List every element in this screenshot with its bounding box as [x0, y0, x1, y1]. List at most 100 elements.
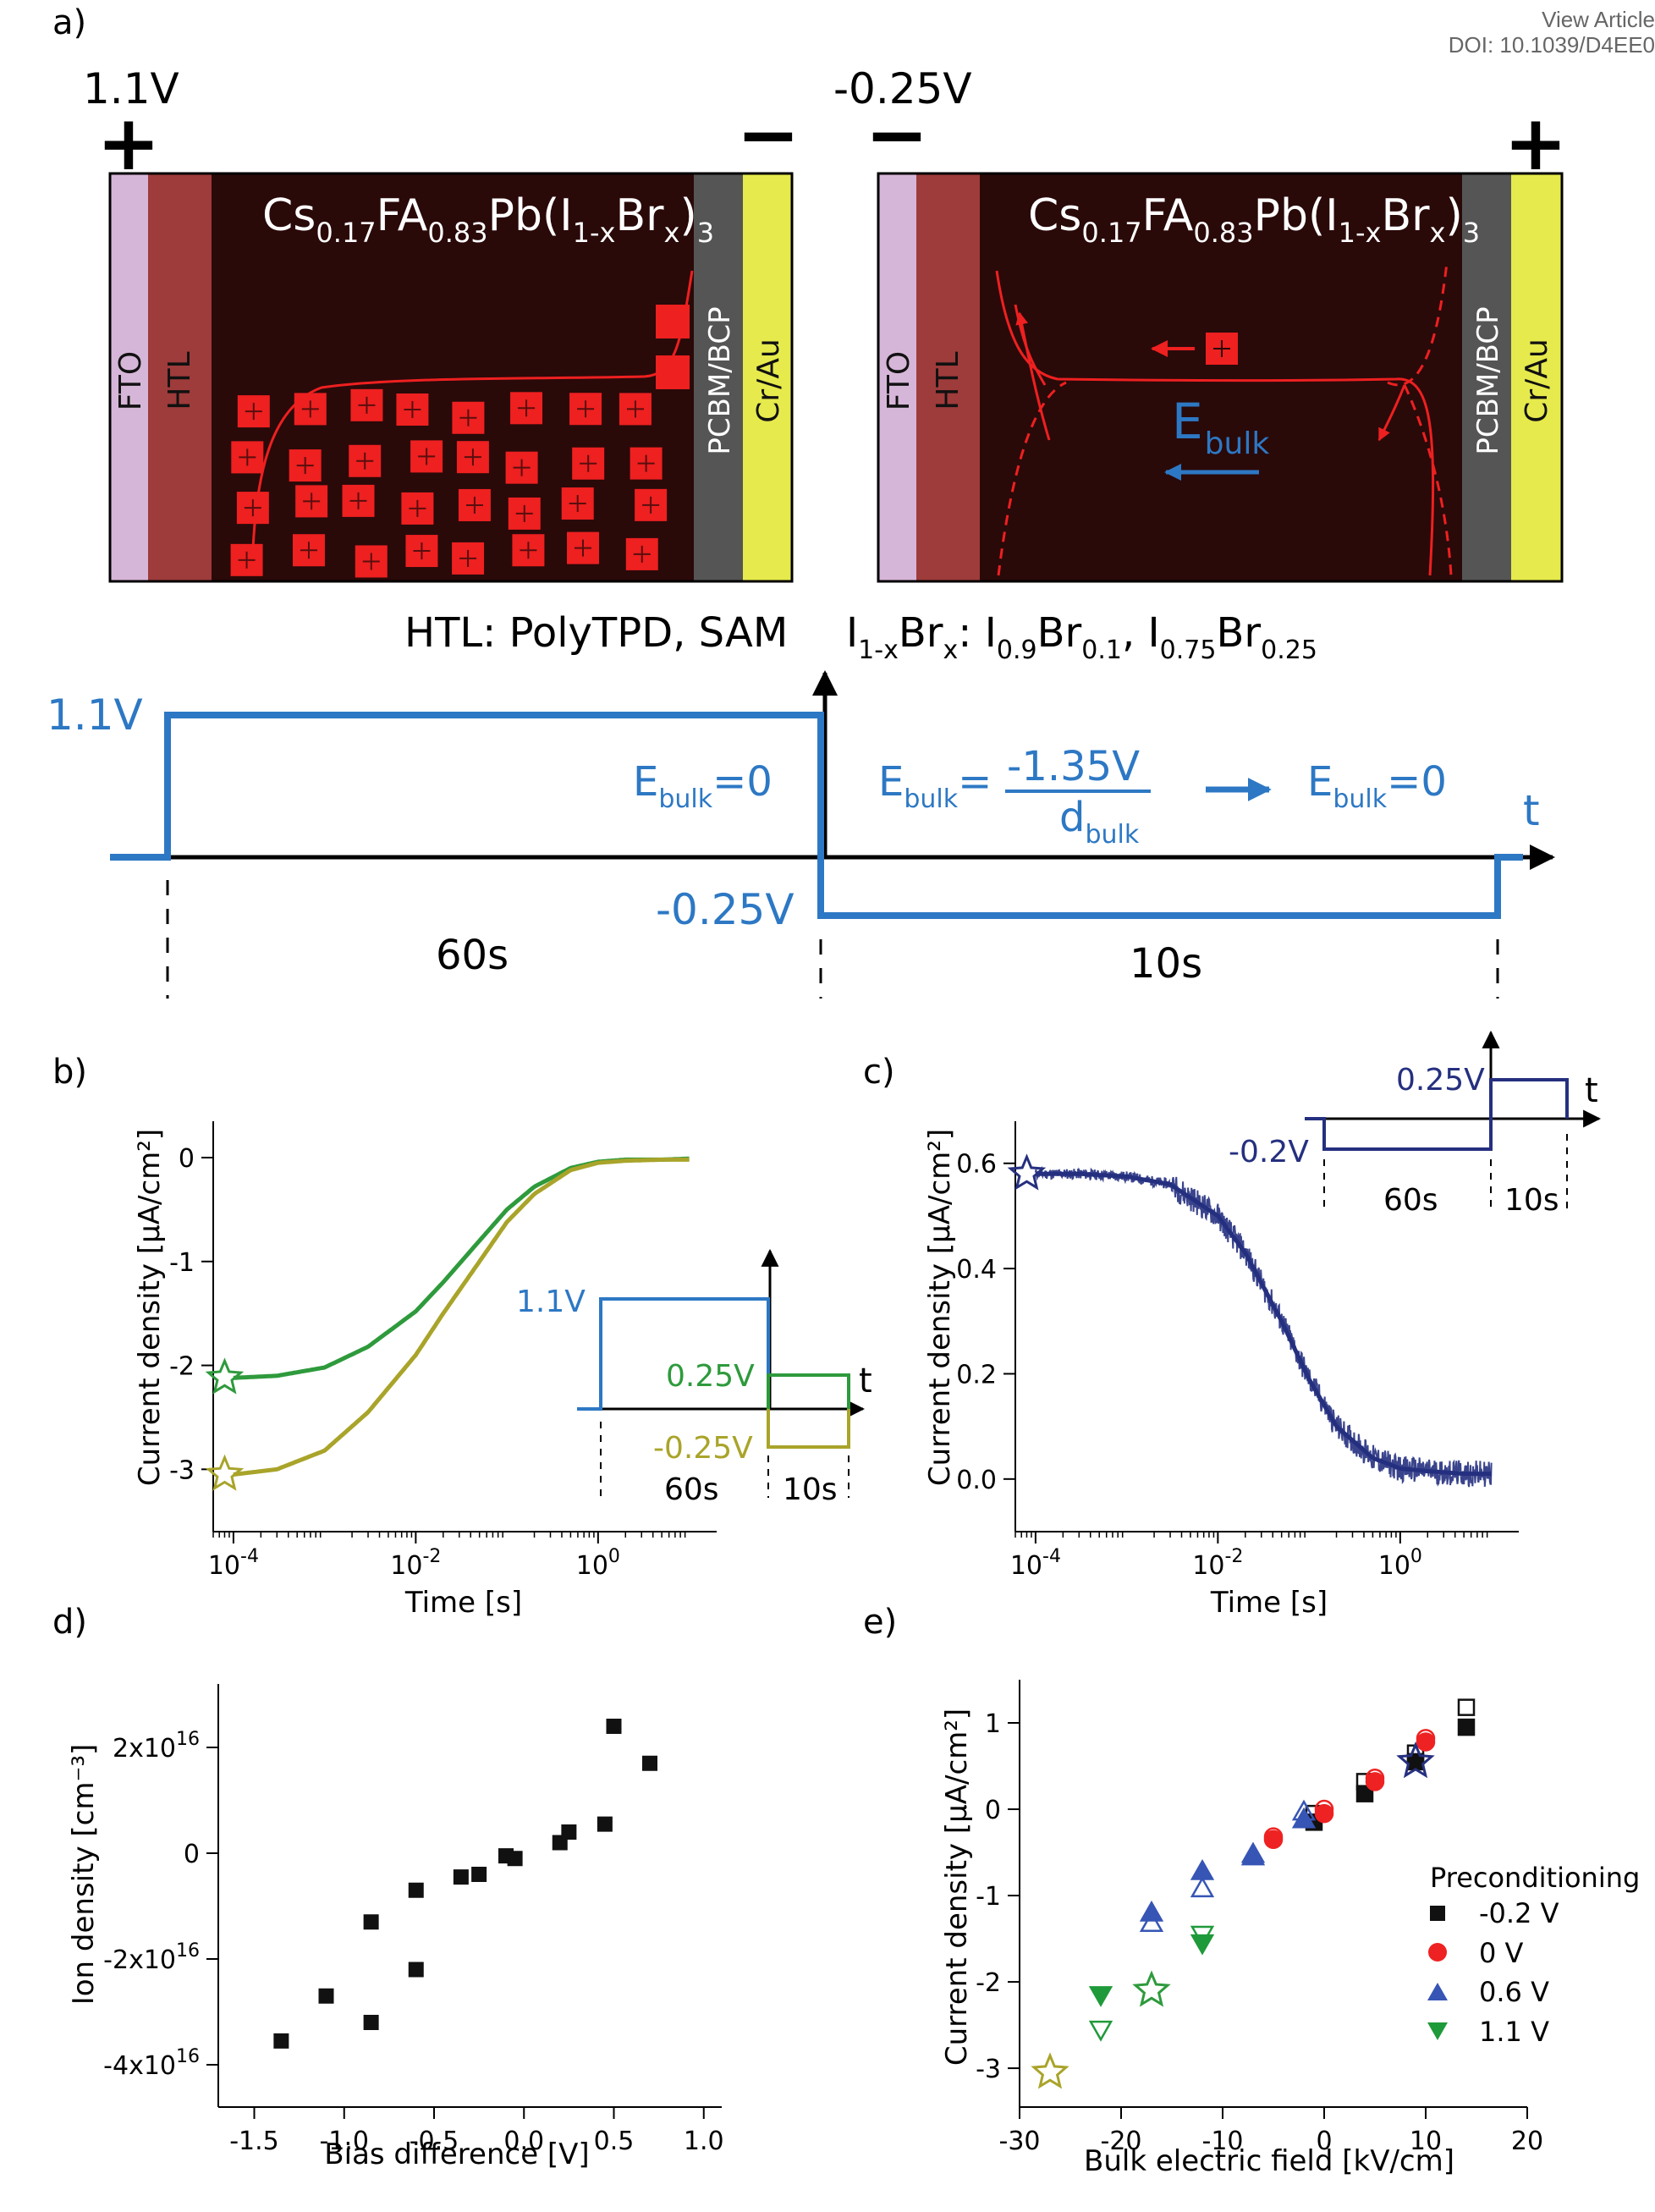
star-marker: [205, 1454, 245, 1491]
data-point: [507, 1851, 523, 1867]
series-line-olive: [233, 1157, 690, 1477]
data-point: [606, 1719, 622, 1734]
marker-triangle-up: [1190, 1876, 1215, 1898]
left-minus-sign: −: [736, 91, 800, 179]
halide-caption: I1-xBrx: I0.9Br0.1, I0.75Br0.25: [846, 609, 1317, 665]
data-point: [363, 1914, 379, 1930]
pcbm-layer: [694, 173, 743, 581]
series-line-green: [233, 1156, 690, 1380]
series-noise: [1034, 1165, 1493, 1488]
marker-square: [1457, 1718, 1476, 1736]
panel-label-a: a): [52, 3, 86, 42]
crau-layer: [743, 173, 792, 581]
data-point: [408, 1882, 424, 1898]
inset-b-v2: 0.25V: [666, 1359, 755, 1394]
pcbm-label-right: PCBM/BCP: [1471, 306, 1505, 454]
marker-triangle-up: [1291, 1807, 1317, 1829]
marker-square: [1355, 1785, 1374, 1802]
marker-square: [1457, 1698, 1476, 1716]
y-tick-label: -1: [976, 1882, 1001, 1912]
c-xlabel: Time [s]: [1210, 1586, 1328, 1620]
star-marker: [1007, 1153, 1047, 1191]
x-tick-label: 100: [576, 1546, 620, 1581]
y-tick-label: 2x1016: [113, 1729, 200, 1764]
chart-b: 10-4 10-2 100 0 -1 -2 -3: [169, 1121, 717, 1581]
data-point: [273, 2033, 289, 2049]
view-article-link[interactable]: View Article: [1542, 7, 1655, 32]
potential-curve-right-dashed: [997, 261, 1453, 576]
right-device: -0.25V − + FTO HTL PCBM/BCP Cr/Au Cs0.17…: [833, 64, 1568, 583]
y-tick-label: 0.0: [956, 1466, 997, 1495]
doi-text: DOI: 10.1039/D4EE0: [1448, 32, 1655, 58]
marker-circle: [1263, 1830, 1284, 1849]
right-minus-sign: −: [865, 91, 928, 179]
pulse-v-high: 1.1V: [47, 691, 143, 740]
y-tick-label: 1: [985, 1709, 1001, 1739]
legend-item-4: 1.1 V: [1479, 2016, 1549, 2048]
c-ylabel: Current density [µA/cm²]: [923, 1129, 957, 1486]
potential-curve-right-solid: [995, 270, 1435, 576]
x-tick-label: 1.0: [684, 2127, 724, 2156]
inset-b-d1: 60s: [664, 1472, 719, 1507]
y-tick-label: 0: [184, 1840, 200, 1869]
chart-d: -1.5 -1.0 -0.5 0.0 0.5 1.0 2x1016 0 -2x1016 -4x10…: [103, 1684, 724, 2156]
duration-60s: 60s: [436, 932, 509, 979]
legend-item-3: 0.6 V: [1479, 1976, 1549, 2008]
y-tick-label: -2: [976, 1968, 1001, 1998]
inset-c-v1: 0.25V: [1396, 1063, 1485, 1098]
y-tick-label: -3: [976, 2055, 1001, 2084]
inset-b: 1.1V 0.25V -0.25V t 60s 10s: [516, 1248, 872, 1507]
y-tick-label: -1: [169, 1248, 195, 1278]
pulse-v-low: -0.25V: [656, 885, 795, 934]
panel-label-e: e): [863, 1603, 897, 1642]
inset-b-t: t: [859, 1362, 872, 1400]
d-xlabel: Bias difference [V]: [324, 2138, 589, 2171]
inset-c: 0.25V -0.2V t 60s 10s: [1229, 1030, 1602, 1218]
htl-label: HTL: [162, 351, 197, 410]
x-tick-label: -1.5: [229, 2127, 279, 2156]
marker-circle: [1314, 1803, 1334, 1824]
x-tick-label: -0.5: [410, 2127, 459, 2156]
x-tick-label: 10-2: [390, 1546, 441, 1581]
legend-title: Preconditioning: [1430, 1862, 1640, 1894]
htl-label-right: HTL: [931, 351, 965, 410]
data-point: [561, 1824, 577, 1840]
data-point: [408, 1962, 424, 1978]
crau-label-right: Cr/Au: [1520, 338, 1554, 423]
legend-item-2: 0 V: [1479, 1937, 1524, 1969]
inset-c-d1: 60s: [1383, 1183, 1438, 1218]
data-point: [363, 2015, 379, 2030]
x-tick-label: 0: [1316, 2127, 1332, 2156]
left-voltage: 1.1V: [83, 64, 179, 113]
ion-square: [656, 305, 690, 338]
data-point: [597, 1816, 613, 1832]
ebulk-label: Ebulk: [1172, 393, 1269, 461]
y-tick-label: -3: [169, 1455, 195, 1485]
fto-label-right: FTO: [882, 351, 916, 410]
pulse-t-label: t: [1523, 786, 1540, 835]
y-tick-label: 0.2: [956, 1360, 997, 1389]
y-tick-label: -2x1016: [103, 1940, 200, 1975]
star-marker: [1396, 1742, 1435, 1779]
inset-b-d2: 10s: [783, 1472, 838, 1507]
ebulk-denominator: dbulk: [1059, 794, 1140, 850]
y-tick-label: 0.6: [956, 1150, 997, 1180]
marker-circle: [1416, 1732, 1436, 1752]
star-marker: [205, 1357, 245, 1395]
inset-c-v2: -0.2V: [1229, 1135, 1309, 1169]
ebulk-eq: Ebulk=: [878, 758, 992, 814]
pcbm-label: PCBM/BCP: [703, 306, 737, 454]
marker-triangle-down: [1088, 1986, 1113, 2007]
inset-b-v1: 1.1V: [516, 1285, 586, 1319]
marker-triangle-down: [1190, 1934, 1215, 1956]
x-tick-label: -30: [999, 2127, 1041, 2156]
voltage-pulse-schematic: 1.1V -0.25V Ebulk=0 Ebulk= -1.35V dbulk …: [47, 670, 1555, 999]
plot-area: [213, 1121, 717, 1532]
perovskite-formula-right: Cs0.17FA0.83Pb(I1-xBrx)3: [1028, 190, 1480, 249]
marker-circle: [1365, 1772, 1385, 1791]
x-tick-label: 0.0: [503, 2127, 544, 2156]
data-point: [453, 1869, 469, 1885]
e-ylabel: Current density [µA/cm²]: [940, 1709, 974, 2066]
